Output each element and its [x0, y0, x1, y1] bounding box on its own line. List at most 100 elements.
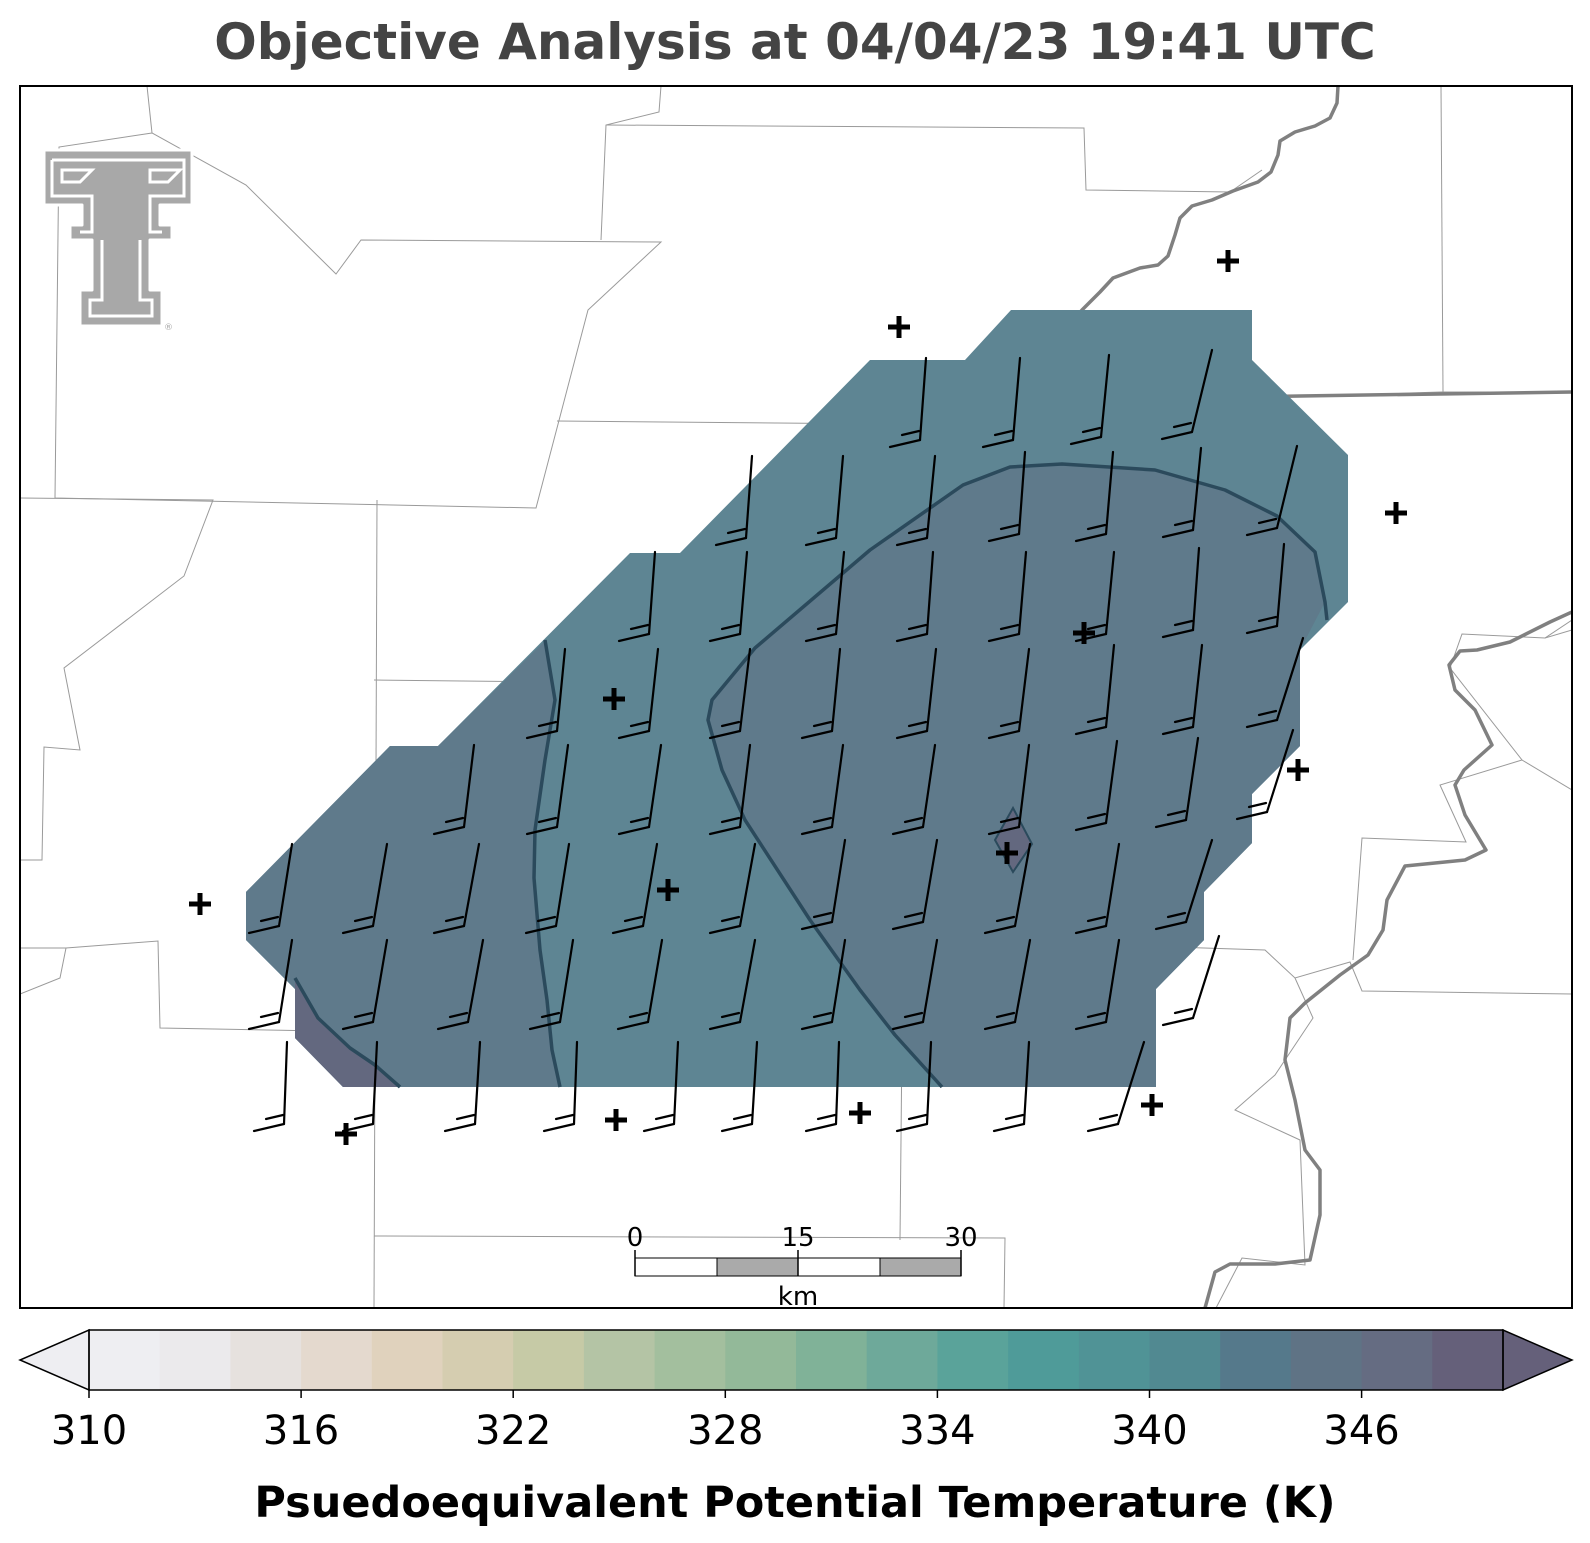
colorbar-segment: [866, 1330, 938, 1390]
colorbar-tick-label: 334: [899, 1408, 975, 1454]
wind-barb: [1245, 444, 1299, 537]
wind-barb: [804, 454, 845, 547]
wind-barb: [708, 647, 752, 740]
colorbar-segment: [159, 1330, 231, 1390]
wind-barb: [987, 450, 1027, 543]
wind-barb: [888, 356, 928, 449]
wind-barb: [1086, 1040, 1146, 1133]
colorbar-segment: [583, 1330, 656, 1390]
wind-barb: [1074, 643, 1116, 736]
wind-barb: [1161, 546, 1201, 639]
colorbar-tick-label: 340: [1111, 1408, 1187, 1454]
scale-bar-label-30: 30: [944, 1223, 977, 1253]
wind-barb: [1074, 842, 1121, 935]
colorbar-tick-label: 310: [51, 1408, 127, 1454]
wind-barb: [443, 1040, 482, 1133]
wind-barb: [247, 938, 294, 1031]
wind-barb: [1154, 736, 1200, 829]
wind-barb: [1160, 348, 1214, 441]
station-marker-icon: [1217, 250, 1239, 272]
wind-barb: [804, 550, 846, 643]
colorbar-segment: [796, 1330, 868, 1390]
wind-barb: [1235, 728, 1295, 821]
wind-barb: [1074, 739, 1119, 832]
wind-barb: [800, 647, 842, 740]
wind-barb: [983, 842, 1032, 935]
scale-bar-label-15: 15: [781, 1223, 814, 1253]
wind-barb: [528, 938, 575, 1031]
colorbar-segment: [1078, 1330, 1151, 1390]
colorbar-segment: [1290, 1330, 1363, 1390]
colorbar: 310 316 322 328 334 340 346: [18, 1328, 1574, 1454]
wind-barbs: [247, 348, 1305, 1133]
wind-barb: [525, 743, 570, 836]
wind-barb: [714, 454, 754, 547]
logo-registered-mark: ®: [164, 323, 173, 333]
station-markers: [189, 250, 1407, 1145]
colorbar-segment: [1220, 1330, 1292, 1390]
colorbar-segment: [442, 1330, 514, 1390]
wind-barb: [1074, 938, 1121, 1031]
colorbar-segment: [1149, 1330, 1221, 1390]
wind-barb: [891, 838, 939, 931]
wind-barb: [895, 647, 938, 740]
colorbar-tick-label: 346: [1323, 1408, 1399, 1454]
station-marker-icon: [888, 316, 910, 338]
wind-barb: [525, 647, 567, 740]
colorbar-segment: [513, 1330, 585, 1390]
theta-e-local-max: [993, 805, 1034, 874]
wind-barb: [341, 842, 389, 935]
theta-e-contours: [293, 462, 1329, 1089]
wind-barb: [1161, 643, 1204, 736]
colorbar-segment: [654, 1330, 726, 1390]
map-area: 0 15 30 km: [20, 86, 1572, 1312]
wind-barb: [708, 743, 752, 836]
wind-barb: [987, 647, 1031, 740]
wind-barb: [895, 1040, 933, 1133]
colorbar-tick-label: 316: [263, 1408, 339, 1454]
wind-barb: [800, 838, 847, 931]
wind-barb: [252, 1040, 289, 1133]
scale-bar: 0 15 30 km: [627, 1223, 978, 1312]
colorbar-tick-label: 322: [475, 1408, 551, 1454]
map-title: Objective Analysis at 04/04/23 19:41 UTC: [214, 13, 1376, 71]
wind-barb: [720, 1040, 759, 1133]
colorbar-segment: [1008, 1330, 1080, 1390]
wind-barb: [1069, 353, 1111, 446]
wind-barb: [708, 938, 757, 1031]
wind-barb: [1154, 838, 1214, 931]
colorbar-tick-label: 328: [687, 1408, 763, 1454]
wind-barb: [617, 550, 657, 643]
colorbar-extend-max: [1502, 1328, 1574, 1392]
colorbar-segment: [371, 1330, 444, 1390]
wind-barb: [432, 842, 481, 935]
wind-barb: [1161, 446, 1203, 539]
station-marker-icon: [1073, 622, 1095, 644]
station-marker-icon: [189, 893, 211, 915]
wind-barb: [247, 842, 294, 935]
scale-bar-unit: km: [778, 1282, 818, 1312]
wind-barb: [895, 454, 937, 547]
wind-barb: [432, 743, 476, 836]
wind-barb: [611, 842, 659, 935]
wind-barb: [1074, 450, 1115, 543]
wind-barb: [992, 1040, 1031, 1133]
colorbar-extend-min: [18, 1328, 90, 1392]
colorbar-label: Psuedoequivalent Potential Temperature (…: [254, 1478, 1336, 1528]
station-marker-icon: [603, 688, 625, 710]
wind-barb: [800, 743, 845, 836]
wind-barb: [436, 938, 485, 1031]
wind-barb: [987, 550, 1028, 643]
wind-barb: [804, 1040, 841, 1133]
wind-barb: [895, 550, 935, 643]
colorbar-segment: [725, 1330, 797, 1390]
colorbar-segment: [230, 1330, 302, 1390]
wind-barb: [708, 550, 749, 643]
wind-barb: [891, 743, 937, 836]
colorbar-segment: [301, 1330, 373, 1390]
wind-barb: [524, 842, 571, 935]
station-marker-icon: [1385, 502, 1407, 524]
theta-e-core: [708, 464, 1325, 1087]
wind-barb: [1161, 934, 1221, 1027]
